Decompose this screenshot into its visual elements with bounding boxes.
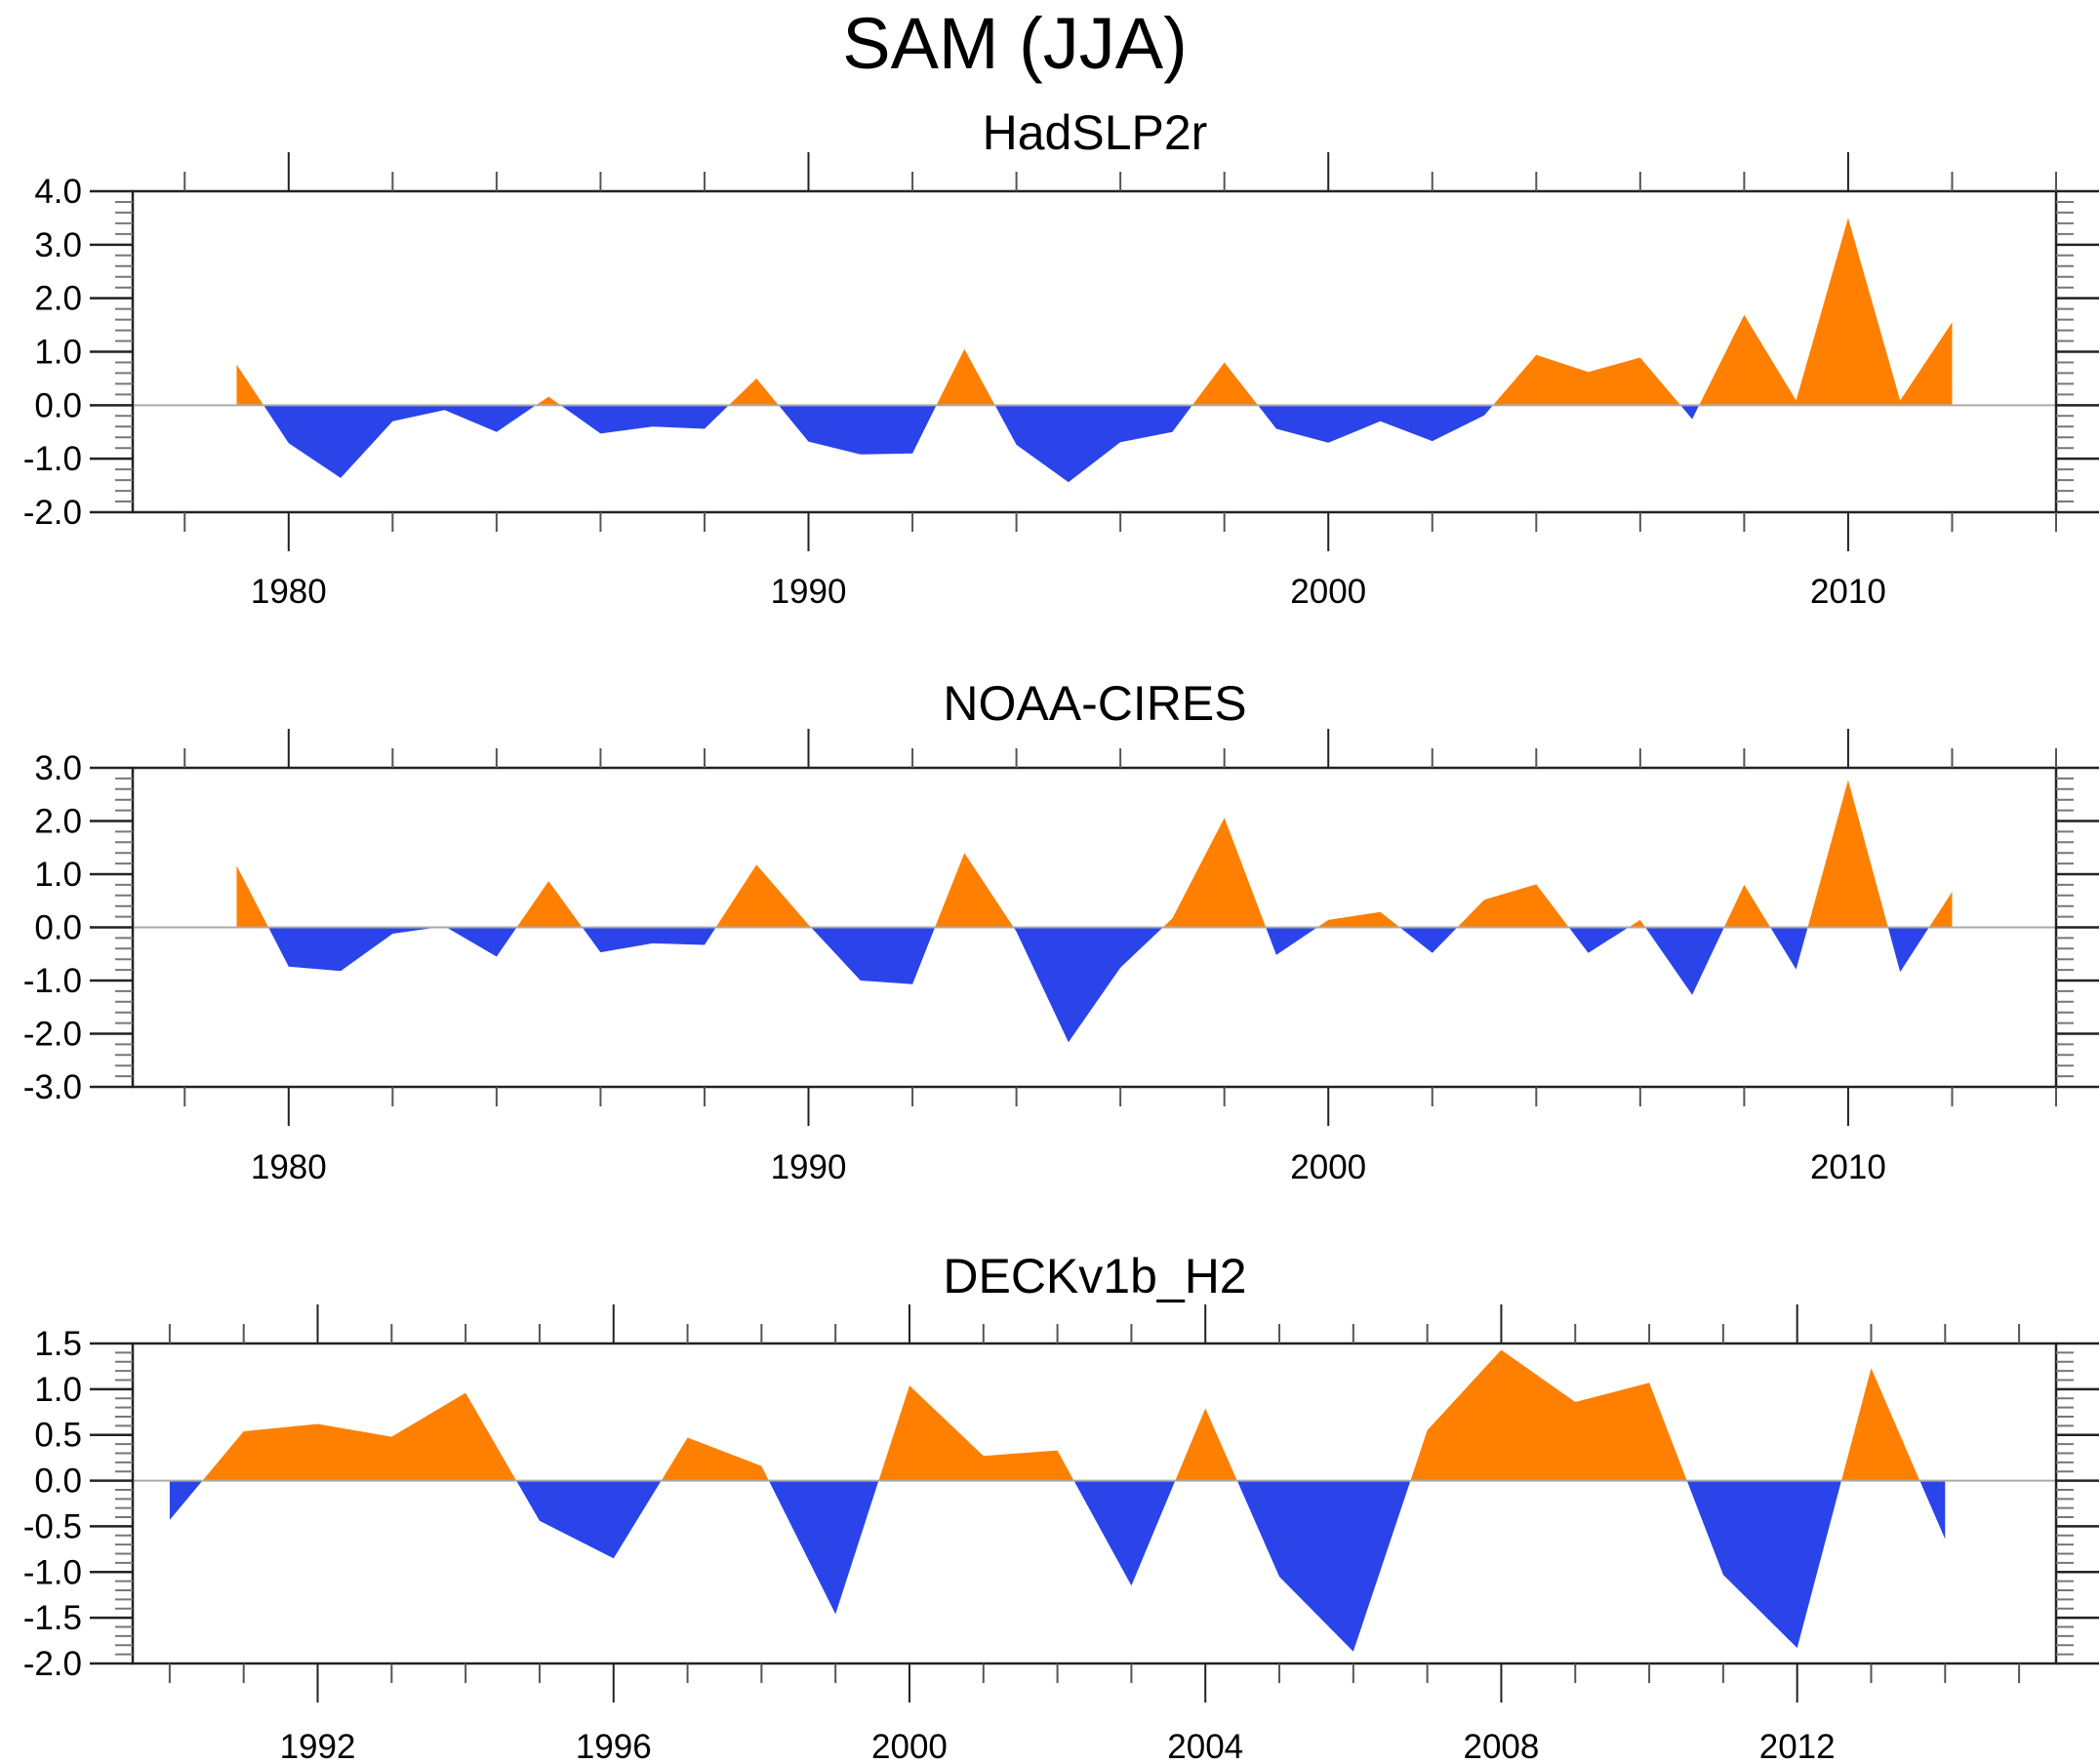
y-tick-label: 2.0 (34, 280, 82, 318)
negative-area (236, 405, 1953, 483)
x-tick-label: 2010 (1810, 573, 1886, 611)
positive-area (236, 780, 1953, 928)
chart-title: SAM (JJA) (842, 3, 1188, 84)
x-tick-label: 2000 (1290, 1148, 1366, 1186)
panel-deckv1b-h2: DECKv1b_H2 1.5 1.0 0.5 0.0 -0.5 -1.0 -1.5 -2.0 1… (23, 1249, 2099, 1763)
y-tick-label: -2.0 (23, 494, 82, 532)
plot-frame (131, 1342, 2058, 1665)
y-tick-label: 2.0 (34, 803, 82, 841)
y-tick-label: 1.0 (34, 334, 82, 372)
y-tick-label: -1.0 (23, 1553, 82, 1591)
y-tick-label: 3.0 (34, 226, 82, 264)
x-tick-label: 1980 (251, 573, 327, 611)
x-tick-label: 1990 (771, 1148, 847, 1186)
y-tick-label: -3.0 (23, 1068, 82, 1106)
positive-area (236, 218, 1953, 406)
panel-noaa-cires: NOAA-CIRES 3.0 2.0 1.0 0.0 -1.0 -2.0 -3.0 1980 1… (23, 676, 2099, 1186)
x-tick-label: 1992 (280, 1728, 356, 1763)
x-tick-label: 1980 (251, 1148, 327, 1186)
y-tick-label: 3.0 (34, 749, 82, 787)
panel-title: NOAA-CIRES (943, 676, 1246, 731)
x-tick-label: 2004 (1167, 1728, 1243, 1763)
y-tick-label: 1.0 (34, 1371, 82, 1409)
y-tick-label: 0.0 (34, 909, 82, 947)
y-tick-label: -1.0 (23, 440, 82, 478)
positive-area (169, 1349, 1946, 1481)
panel-hadslp2r: HadSLP2r 4.0 3.0 2.0 1.0 0.0 -1.0 -2.0 1980 1990… (23, 105, 2099, 611)
x-tick-label: 1990 (771, 573, 847, 611)
y-tick-label: 0.0 (34, 386, 82, 424)
negative-area (236, 927, 1953, 1043)
y-tick-label: 1.0 (34, 856, 82, 894)
x-tick-label: 2010 (1810, 1148, 1886, 1186)
y-tick-label: -2.0 (23, 1016, 82, 1054)
y-tick-label: 1.5 (34, 1325, 82, 1363)
x-tick-label: 2000 (1290, 573, 1366, 611)
y-tick-label: -1.5 (23, 1599, 82, 1637)
y-tick-label: -0.5 (23, 1507, 82, 1545)
negative-area (169, 1480, 1946, 1652)
y-tick-label: -2.0 (23, 1645, 82, 1683)
panel-title: HadSLP2r (983, 105, 1208, 160)
x-tick-label: 2012 (1759, 1728, 1836, 1763)
x-tick-label: 2000 (871, 1728, 948, 1763)
y-tick-label: 4.0 (34, 173, 82, 211)
y-tick-label: -1.0 (23, 962, 82, 1000)
panel-title: DECKv1b_H2 (943, 1249, 1246, 1303)
y-tick-label: 0.5 (34, 1417, 82, 1455)
plot-frame (131, 189, 2058, 514)
x-tick-label: 2008 (1464, 1728, 1540, 1763)
x-tick-label: 1996 (576, 1728, 652, 1763)
y-tick-label: 0.0 (34, 1462, 82, 1501)
